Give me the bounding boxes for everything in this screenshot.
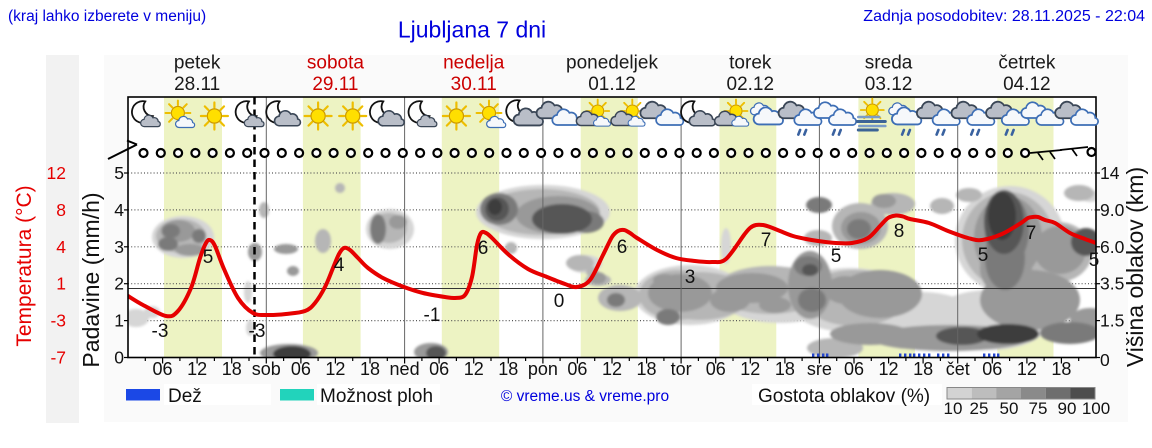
svg-text:28.11: 28.11 <box>174 74 220 95</box>
svg-text:7: 7 <box>761 230 772 251</box>
svg-text:30.11: 30.11 <box>451 74 497 95</box>
svg-text:Temperatura (°C): Temperatura (°C) <box>13 185 36 346</box>
svg-text:Padavine (mm/h): Padavine (mm/h) <box>78 192 104 367</box>
svg-text:25: 25 <box>970 399 989 418</box>
svg-text:12: 12 <box>187 359 207 379</box>
svg-text:sob: sob <box>252 359 281 379</box>
svg-text:4: 4 <box>56 237 66 257</box>
svg-text:-7: -7 <box>50 348 66 368</box>
svg-text:-3: -3 <box>249 321 266 342</box>
svg-text:50: 50 <box>1000 399 1019 418</box>
svg-text:Zadnja posodobitev: 28.11.2025: Zadnja posodobitev: 28.11.2025 - 22:04 <box>863 8 1145 25</box>
svg-text:06: 06 <box>844 359 864 379</box>
svg-text:tor: tor <box>671 359 692 379</box>
svg-text:6.0: 6.0 <box>1100 237 1125 257</box>
svg-text:14: 14 <box>1100 163 1120 183</box>
svg-text:3: 3 <box>114 237 124 257</box>
svg-text:3.5: 3.5 <box>1100 274 1124 294</box>
svg-text:18: 18 <box>775 359 795 379</box>
svg-text:2: 2 <box>114 274 124 294</box>
svg-text:nedelja: nedelja <box>443 53 505 74</box>
svg-text:Ljubljana 7 dni: Ljubljana 7 dni <box>398 17 546 43</box>
svg-text:12: 12 <box>47 163 66 183</box>
svg-text:75: 75 <box>1029 399 1048 418</box>
svg-text:06: 06 <box>567 359 587 379</box>
svg-text:9.0: 9.0 <box>1100 200 1125 220</box>
svg-text:6: 6 <box>617 237 628 258</box>
svg-text:Gostota oblakov (%): Gostota oblakov (%) <box>758 386 930 407</box>
svg-text:12: 12 <box>879 359 899 379</box>
svg-text:100: 100 <box>1082 399 1110 418</box>
svg-text:90: 90 <box>1058 399 1077 418</box>
svg-text:(kraj lahko izberete v meniju): (kraj lahko izberete v meniju) <box>8 8 206 25</box>
svg-text:Možnost ploh: Možnost ploh <box>320 386 433 407</box>
svg-text:10: 10 <box>944 399 963 418</box>
svg-text:ponedeljek: ponedeljek <box>566 53 658 74</box>
svg-text:29.11: 29.11 <box>312 74 358 95</box>
svg-text:Višina oblakov (km): Višina oblakov (km) <box>1122 167 1148 367</box>
svg-text:1: 1 <box>56 274 66 294</box>
svg-text:© vreme.us & vreme.pro: © vreme.us & vreme.pro <box>501 388 669 405</box>
svg-text:5: 5 <box>203 247 214 268</box>
svg-text:0: 0 <box>1100 350 1110 370</box>
svg-text:18: 18 <box>1051 359 1071 379</box>
svg-text:sre: sre <box>807 359 832 379</box>
svg-text:petek: petek <box>174 53 221 74</box>
svg-text:4: 4 <box>334 255 345 276</box>
svg-text:06: 06 <box>291 359 311 379</box>
svg-text:18: 18 <box>498 359 518 379</box>
svg-text:5: 5 <box>831 246 842 267</box>
svg-text:18: 18 <box>637 359 657 379</box>
svg-text:12: 12 <box>325 359 345 379</box>
svg-text:5: 5 <box>114 163 124 183</box>
svg-text:18: 18 <box>913 359 933 379</box>
svg-text:04.12: 04.12 <box>1003 74 1051 95</box>
svg-text:čet: čet <box>946 359 970 379</box>
svg-text:06: 06 <box>982 359 1002 379</box>
svg-text:12: 12 <box>602 359 622 379</box>
svg-text:-1: -1 <box>424 305 441 326</box>
svg-text:01.12: 01.12 <box>588 74 636 95</box>
svg-text:7: 7 <box>1026 223 1037 244</box>
svg-text:0: 0 <box>114 348 124 368</box>
svg-text:-3: -3 <box>152 321 169 342</box>
svg-text:4: 4 <box>114 200 124 220</box>
svg-text:8: 8 <box>894 221 905 242</box>
svg-text:Dež: Dež <box>168 386 202 407</box>
svg-text:sreda: sreda <box>865 53 913 74</box>
svg-text:06: 06 <box>153 359 173 379</box>
svg-text:sobota: sobota <box>307 53 364 74</box>
svg-text:0: 0 <box>554 291 565 312</box>
svg-text:06: 06 <box>706 359 726 379</box>
svg-text:06: 06 <box>429 359 449 379</box>
svg-text:torek: torek <box>729 53 772 74</box>
svg-text:18: 18 <box>222 359 242 379</box>
svg-text:12: 12 <box>740 359 760 379</box>
svg-text:četrtek: četrtek <box>998 53 1056 74</box>
svg-text:3: 3 <box>685 267 696 288</box>
svg-text:12: 12 <box>464 359 484 379</box>
svg-text:1.5: 1.5 <box>1100 311 1124 331</box>
svg-text:6: 6 <box>478 238 489 259</box>
svg-text:1: 1 <box>114 311 124 331</box>
svg-text:02.12: 02.12 <box>727 74 775 95</box>
svg-text:18: 18 <box>360 359 380 379</box>
svg-text:8: 8 <box>56 200 66 220</box>
svg-text:12: 12 <box>1017 359 1037 379</box>
svg-text:-3: -3 <box>50 311 66 331</box>
svg-text:5: 5 <box>1089 250 1100 271</box>
svg-text:5: 5 <box>978 245 989 266</box>
svg-text:pon: pon <box>528 359 558 379</box>
svg-text:03.12: 03.12 <box>865 74 913 95</box>
svg-text:ned: ned <box>390 359 420 379</box>
